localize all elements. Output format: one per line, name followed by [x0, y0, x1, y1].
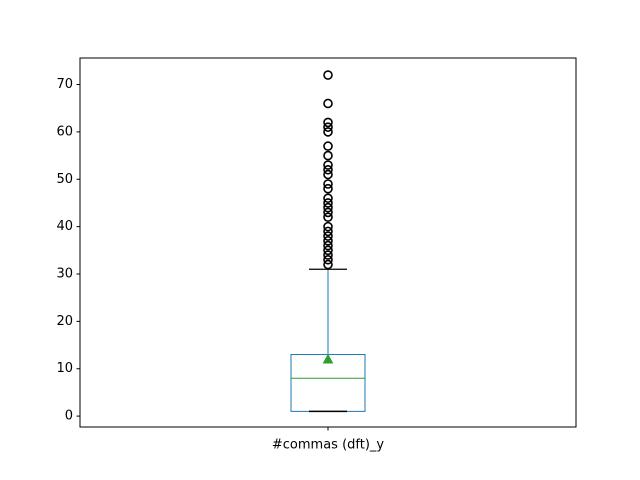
- outlier-point: [323, 207, 333, 218]
- outlier-point: [323, 122, 333, 132]
- outlier-point: [323, 240, 333, 251]
- x-tick-label: #commas (dft)_y: [272, 438, 385, 453]
- y-axis: 0 10 20 30 40 50 60 70: [56, 77, 80, 424]
- outlier-point: [323, 179, 333, 189]
- y-tick-label: 70: [56, 77, 73, 92]
- y-tick-label: 40: [56, 219, 73, 234]
- outlier-point: [323, 221, 333, 232]
- outlier-point: [323, 164, 333, 175]
- outlier-point: [323, 70, 333, 80]
- y-tick-label: 30: [56, 267, 73, 282]
- outlier-point: [323, 169, 333, 180]
- y-tick-label: 0: [65, 409, 73, 424]
- outlier-point: [323, 231, 333, 241]
- y-tick-label: 60: [56, 124, 73, 139]
- outlier-point: [323, 150, 333, 161]
- outlier-point: [323, 117, 333, 128]
- y-tick-label: 10: [56, 361, 73, 376]
- outlier-point: [323, 254, 333, 265]
- outlier-point: [323, 259, 333, 270]
- outlier-point: [323, 245, 333, 256]
- outlier-point: [323, 160, 333, 170]
- outlier-point: [323, 236, 333, 246]
- outlier-point: [323, 250, 333, 260]
- outlier-point: [323, 141, 333, 151]
- outlier-point: [323, 183, 333, 194]
- outlier-point: [323, 127, 333, 137]
- y-tick-label: 50: [56, 172, 73, 187]
- outlier-point: [323, 226, 333, 237]
- outlier-point: [323, 198, 333, 208]
- outlier-point: [323, 193, 333, 204]
- outlier-point: [323, 202, 333, 213]
- mean-marker: [322, 353, 334, 364]
- box-group: [290, 70, 366, 413]
- x-axis: #commas (dft)_y: [272, 427, 385, 453]
- y-tick-label: 20: [56, 314, 73, 329]
- outlier-point: [323, 212, 333, 222]
- plot-area: [79, 57, 577, 428]
- outlier-point: [323, 98, 333, 109]
